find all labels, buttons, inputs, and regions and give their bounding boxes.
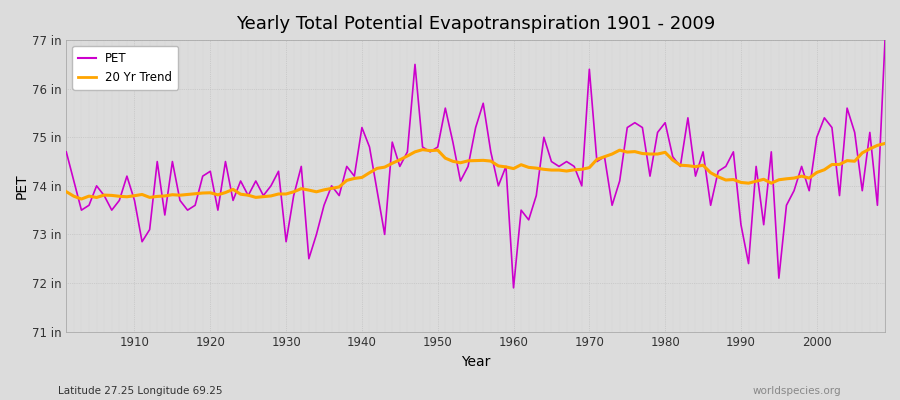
X-axis label: Year: Year	[461, 355, 491, 369]
Text: Latitude 27.25 Longitude 69.25: Latitude 27.25 Longitude 69.25	[58, 386, 223, 396]
Text: worldspecies.org: worldspecies.org	[753, 386, 842, 396]
Y-axis label: PET: PET	[15, 173, 29, 199]
Legend: PET, 20 Yr Trend: PET, 20 Yr Trend	[72, 46, 178, 90]
Title: Yearly Total Potential Evapotranspiration 1901 - 2009: Yearly Total Potential Evapotranspiratio…	[236, 15, 716, 33]
